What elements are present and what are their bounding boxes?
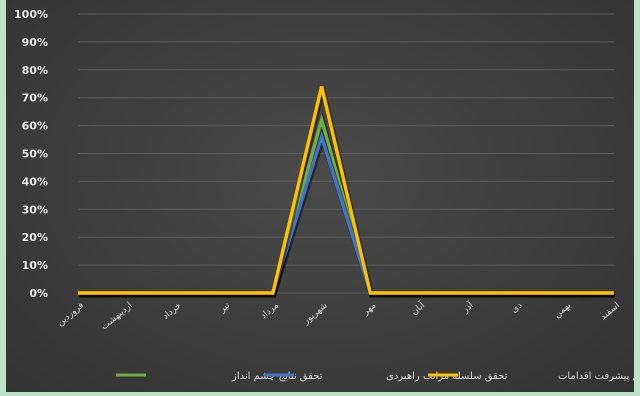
series-lines (78, 86, 615, 298)
y-tick-label: 90% (22, 36, 48, 49)
y-tick-label: 50% (22, 148, 48, 161)
series-line (78, 86, 614, 295)
legend-label: تحقق پیشرفت اقدامات (558, 371, 634, 382)
y-tick-label: 100% (14, 8, 48, 21)
x-tick-label: مرداد (259, 301, 281, 322)
y-tick-label: 60% (22, 120, 48, 133)
y-tick-label: 80% (22, 64, 48, 77)
x-tick-label: بهمن (552, 301, 573, 321)
y-tick-label: 70% (22, 92, 48, 105)
x-tick-label: مهر (360, 301, 378, 318)
y-tick-label: 40% (22, 175, 48, 188)
chart-frame: 0% 10% 20% 30% 40% 50% 60% 70% 80% 90% 100% فروردی… (6, 0, 634, 392)
y-tick-label: 10% (22, 259, 48, 272)
x-tick-label: فروردین (56, 301, 86, 329)
y-tick-label: 0% (29, 287, 48, 300)
line-chart: 0% 10% 20% 30% 40% 50% 60% 70% 80% 90% 100% فروردی… (14, 8, 634, 382)
x-axis-ticks: فروردین اردیبهشت خرداد تیر مرداد شهریور مهر آبا… (56, 299, 622, 332)
x-tick-label: تیر (217, 300, 232, 315)
y-tick-label: 30% (22, 203, 48, 216)
y-axis-ticks: 0% 10% 20% 30% 40% 50% 60% 70% 80% 90% 100% (14, 8, 48, 300)
x-tick-label: اسفند (599, 301, 622, 323)
y-tick-label: 20% (22, 231, 48, 244)
series-line (78, 130, 614, 295)
x-tick-label: آبان (408, 299, 427, 318)
x-tick-label: شهریور (301, 301, 330, 327)
grid-lines (78, 13, 614, 294)
x-tick-label: آذر (459, 299, 476, 316)
x-tick-label: دی (510, 301, 525, 316)
x-tick-label: اردیبهشت (100, 301, 135, 333)
x-tick-label: خرداد (161, 301, 184, 322)
